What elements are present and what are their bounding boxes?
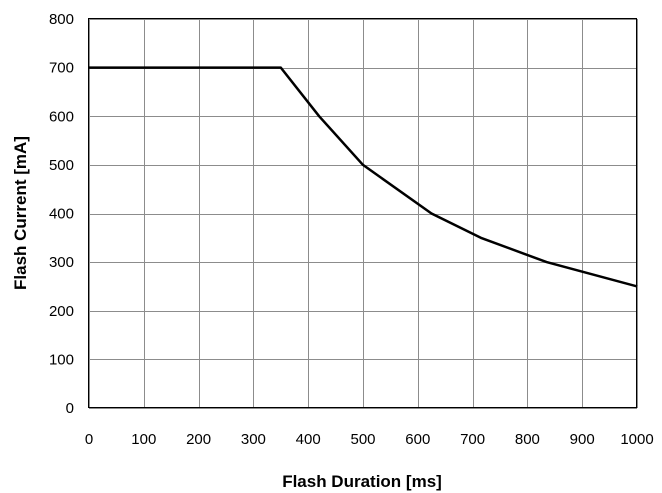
x-tick-label: 300 <box>241 431 266 448</box>
y-tick-label: 100 <box>49 351 74 368</box>
x-tick-label: 1000 <box>620 431 653 448</box>
y-tick-label: 600 <box>49 108 74 125</box>
series-line <box>89 66 638 288</box>
y-tick-label: 700 <box>49 60 74 77</box>
x-tick-label: 700 <box>460 431 485 448</box>
y-tick-labels: 0 100 200 300 400 500 600 700 800 <box>49 11 74 417</box>
x-tick-label: 0 <box>85 431 93 448</box>
plot-frame <box>88 18 637 408</box>
x-tick-label: 900 <box>570 431 595 448</box>
x-tick-labels: 0 100 200 300 400 500 600 700 800 900 1000 <box>85 431 654 448</box>
y-tick-label: 500 <box>49 157 74 174</box>
y-tick-label: 800 <box>49 11 74 28</box>
y-tick-label: 200 <box>49 303 74 320</box>
x-tick-label: 500 <box>350 431 375 448</box>
grid <box>89 19 638 409</box>
series-layer <box>88 66 638 288</box>
x-tick-label: 600 <box>405 431 430 448</box>
y-tick-label: 300 <box>49 254 74 271</box>
x-tick-label: 800 <box>515 431 540 448</box>
x-tick-label: 200 <box>186 431 211 448</box>
y-tick-label: 0 <box>66 400 74 417</box>
x-tick-label: 400 <box>296 431 321 448</box>
x-axis-title: Flash Duration [ms] <box>282 472 442 491</box>
y-axis-title: Flash Current [mA] <box>11 136 30 290</box>
y-tick-label: 400 <box>49 206 74 223</box>
x-tick-label: 100 <box>131 431 156 448</box>
